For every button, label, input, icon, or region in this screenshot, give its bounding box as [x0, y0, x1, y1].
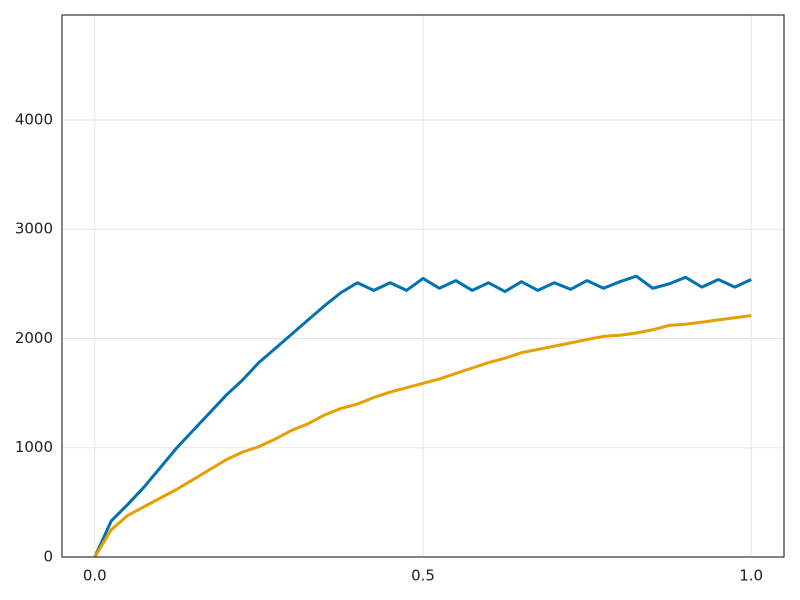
x-tick-label: 0.0 — [83, 567, 107, 585]
lines — [93, 274, 752, 558]
x-tick-label: 0.5 — [411, 567, 435, 585]
y-tick-label: 3000 — [15, 220, 53, 238]
x-tick-label: 1.0 — [739, 567, 763, 585]
y-tick-label: 2000 — [15, 329, 53, 347]
tick-labels: 0.0 0.5 1.0 0 1000 2000 3000 4000 — [15, 110, 763, 584]
grid — [62, 15, 784, 558]
y-tick-label: 4000 — [15, 110, 53, 128]
series-line — [93, 274, 752, 558]
series-line — [93, 314, 752, 558]
y-tick-label: 0 — [43, 548, 53, 566]
plot-frame — [61, 14, 785, 558]
y-tick-label: 1000 — [15, 438, 53, 456]
